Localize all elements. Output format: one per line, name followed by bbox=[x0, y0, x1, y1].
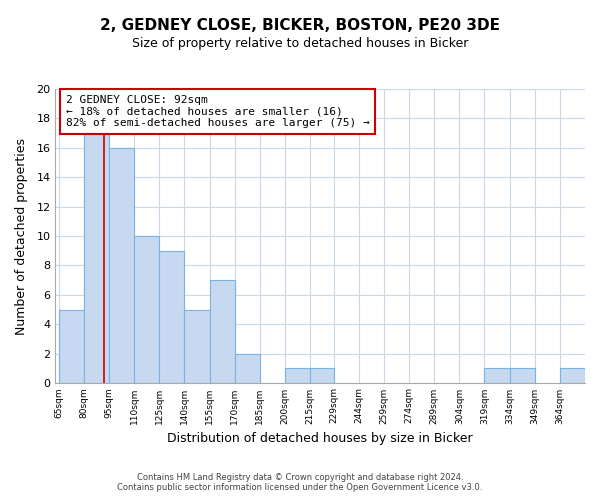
Bar bbox=[109, 148, 134, 383]
Text: 2 GEDNEY CLOSE: 92sqm
← 18% of detached houses are smaller (16)
82% of semi-deta: 2 GEDNEY CLOSE: 92sqm ← 18% of detached … bbox=[66, 95, 370, 128]
Bar bbox=[59, 310, 84, 383]
Bar bbox=[285, 368, 310, 383]
Bar bbox=[134, 236, 159, 383]
Bar bbox=[560, 368, 585, 383]
Bar bbox=[184, 310, 209, 383]
Text: Size of property relative to detached houses in Bicker: Size of property relative to detached ho… bbox=[132, 38, 468, 51]
Bar bbox=[209, 280, 235, 383]
Bar bbox=[310, 368, 334, 383]
Bar bbox=[484, 368, 509, 383]
Bar bbox=[235, 354, 260, 383]
Bar bbox=[509, 368, 535, 383]
X-axis label: Distribution of detached houses by size in Bicker: Distribution of detached houses by size … bbox=[167, 432, 473, 445]
Y-axis label: Number of detached properties: Number of detached properties bbox=[15, 138, 28, 334]
Bar bbox=[159, 251, 184, 383]
Text: 2, GEDNEY CLOSE, BICKER, BOSTON, PE20 3DE: 2, GEDNEY CLOSE, BICKER, BOSTON, PE20 3D… bbox=[100, 18, 500, 32]
Bar bbox=[84, 133, 109, 383]
Text: Contains HM Land Registry data © Crown copyright and database right 2024.
Contai: Contains HM Land Registry data © Crown c… bbox=[118, 473, 482, 492]
